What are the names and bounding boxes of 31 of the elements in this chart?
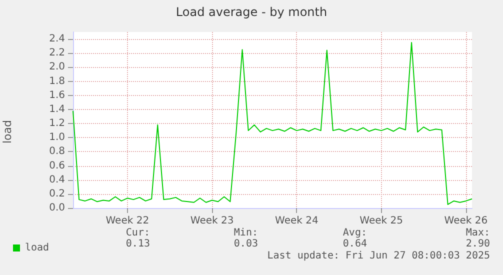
text: 2.90 [466, 238, 490, 250]
y-tick-label: 2.4 [49, 34, 65, 45]
text: Cur: [126, 228, 150, 238]
text: 0.64 [342, 238, 367, 250]
line-series [72, 42, 472, 205]
y-tick-label: 1.0 [49, 132, 65, 144]
y-axis-title: load [1, 120, 14, 144]
x-tick-label: Week 25 [360, 216, 403, 226]
y-tick-label: 1.4 [49, 104, 65, 115]
x-tick-label: Week 26 [444, 216, 488, 226]
text: 0.03 [234, 238, 258, 250]
x-tick-label: Week 23 [190, 216, 234, 226]
y-tick-label: 0.8 [49, 146, 65, 158]
x-tick-label: Week 24 [275, 216, 318, 226]
text: Avg: [342, 228, 367, 238]
text: Min: [234, 228, 258, 238]
y-tick-label: 1.2 [49, 118, 65, 130]
text: Max: [466, 228, 490, 238]
y-tick-label: 0.0 [49, 202, 65, 214]
y-tick-label: 1.6 [49, 90, 65, 101]
y-tick-label: 1.8 [49, 76, 65, 87]
text: 0.13 [126, 238, 150, 250]
y-tick-label: 2.0 [49, 62, 65, 73]
y-tick-label: 0.4 [49, 174, 65, 186]
y-tick-label: 2.2 [49, 48, 65, 59]
text: Last update: Fri Jun 27 08:00:03 2025 [267, 250, 490, 262]
chart-title: Load average - by month [176, 5, 328, 19]
legend-label: load [25, 242, 50, 254]
y-tick-label: 0.6 [49, 160, 65, 172]
x-tick-label: Week 22 [106, 216, 150, 226]
y-tick-label: 0.2 [49, 188, 65, 200]
